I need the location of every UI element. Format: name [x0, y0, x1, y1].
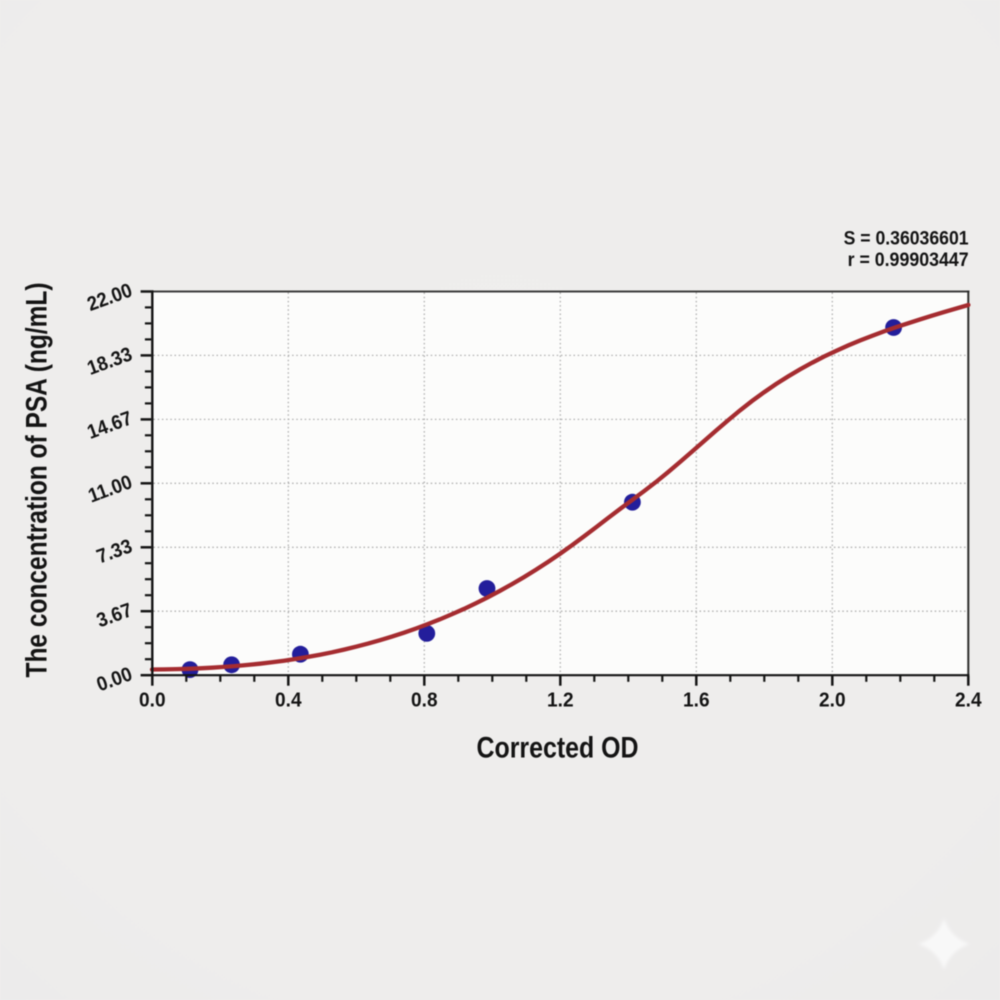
- svg-text:S = 0.36036601: S = 0.36036601: [844, 228, 969, 250]
- svg-text:Corrected OD: Corrected OD: [477, 732, 639, 765]
- svg-text:The concentration of PSA (ng/m: The concentration of PSA (ng/mL): [21, 283, 54, 678]
- svg-text:0.0: 0.0: [139, 690, 166, 712]
- svg-text:1.6: 1.6: [683, 690, 710, 712]
- svg-text:2.4: 2.4: [955, 690, 982, 712]
- svg-text:r = 0.99903447: r = 0.99903447: [848, 249, 969, 271]
- svg-text:0.8: 0.8: [411, 690, 438, 712]
- svg-text:0.4: 0.4: [275, 690, 302, 712]
- svg-text:1.2: 1.2: [547, 690, 574, 712]
- svg-text:2.0: 2.0: [819, 690, 846, 712]
